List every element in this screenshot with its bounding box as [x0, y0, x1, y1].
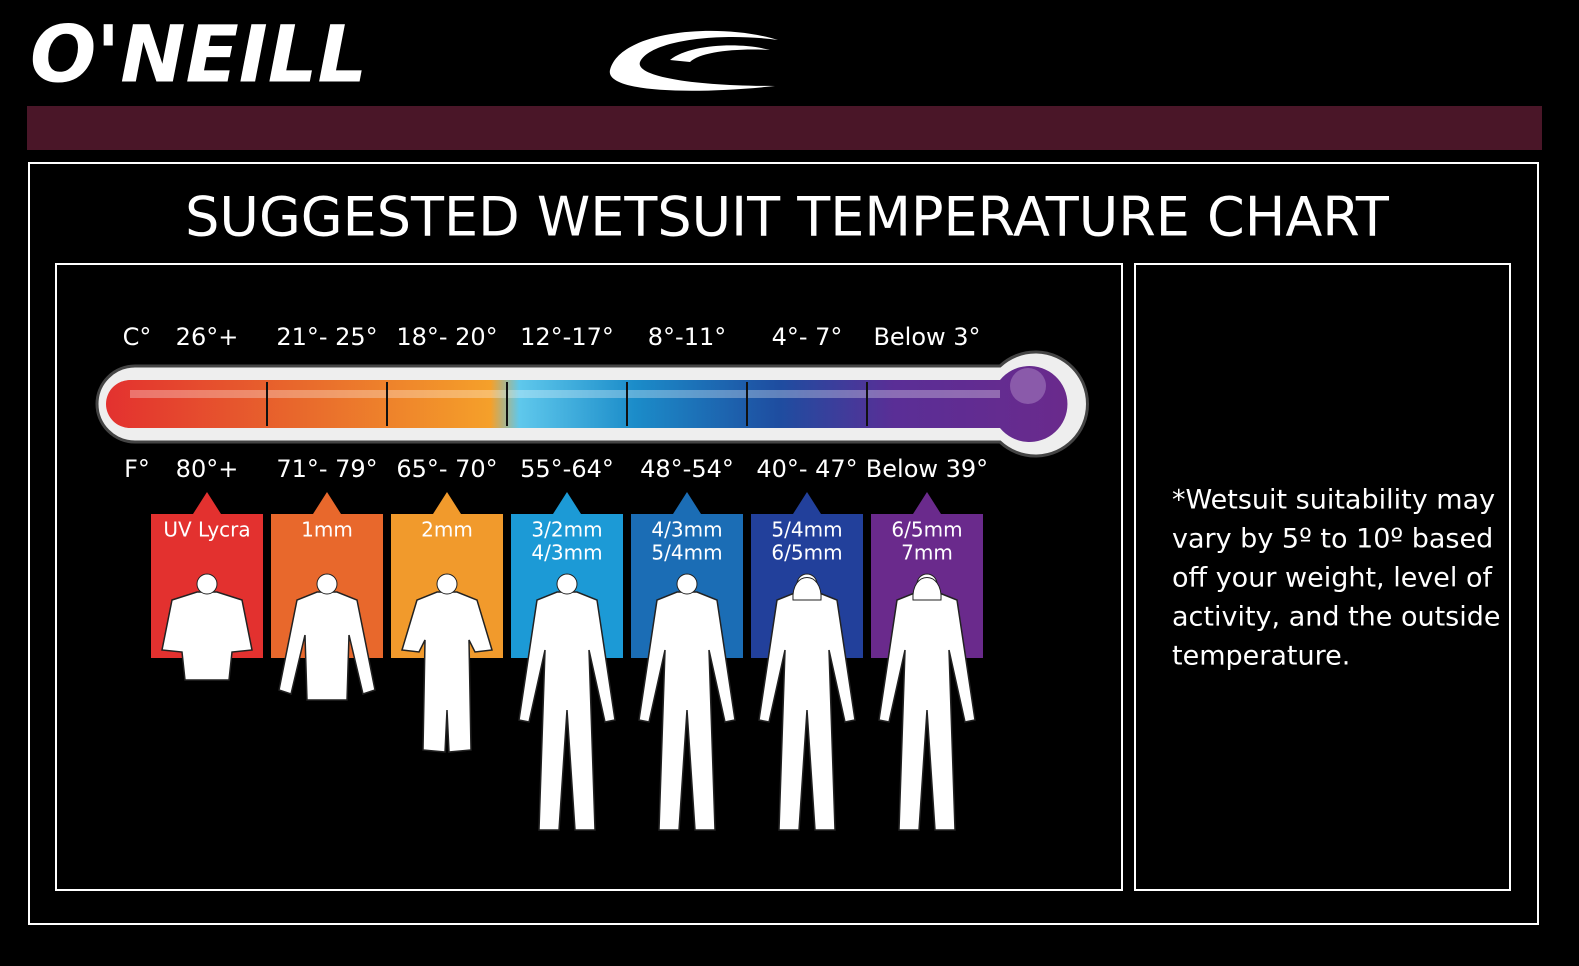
banner-bar: [27, 106, 1542, 150]
figure-head: [556, 573, 578, 595]
note-line: off your weight, level of: [1172, 563, 1494, 594]
suit-thickness: 2mm: [421, 518, 473, 542]
celsius-label: C°: [123, 323, 152, 351]
wetsuit-figure: [638, 573, 736, 831]
outer-frame: [28, 162, 1539, 925]
brand-swirl: [609, 30, 778, 91]
pointer: [553, 492, 581, 514]
suit-thickness: 3/2mm: [531, 518, 602, 542]
pointer: [793, 492, 821, 514]
wetsuit-figure: [161, 573, 253, 681]
pointer: [433, 492, 461, 514]
suit-thickness: 6/5mm: [891, 518, 962, 542]
figure-body: [758, 591, 856, 831]
chart-panel: [55, 263, 1123, 891]
celsius-range: 4°- 7°: [772, 323, 843, 351]
pointer: [673, 492, 701, 514]
pointer: [193, 492, 221, 514]
note-line: activity, and the outside: [1172, 602, 1501, 633]
wetsuit-figure: [518, 573, 616, 831]
thermometer: [95, 350, 1089, 458]
figure-body: [878, 591, 976, 831]
suit-thickness: 5/4mm: [771, 518, 842, 542]
figure-head: [676, 573, 698, 595]
fahrenheit-range: 55°-64°: [520, 455, 614, 483]
brand: O'NEILL: [30, 10, 367, 100]
wetsuit-figure: [758, 573, 856, 831]
celsius-range: 8°-11°: [648, 323, 726, 351]
figure-body: [278, 591, 376, 701]
celsius-range: 18°- 20°: [396, 323, 497, 351]
fahrenheit-range: 80°+: [176, 455, 239, 483]
figure-head: [196, 573, 218, 595]
figure-body: [518, 591, 616, 831]
suit-thickness: 5/4mm: [651, 541, 722, 565]
note-line: vary by 5º to 10º based: [1172, 524, 1493, 555]
figure-body: [638, 591, 736, 831]
fahrenheit-range: 40°- 47°: [756, 455, 857, 483]
pointer: [313, 492, 341, 514]
suit-thickness: 7mm: [901, 541, 953, 565]
celsius-range: 12°-17°: [520, 323, 614, 351]
suit-thickness: 6/5mm: [771, 541, 842, 565]
pointer: [913, 492, 941, 514]
title: SUGGESTED WETSUIT TEMPERATURE CHART: [185, 186, 1390, 249]
suit-thickness: 4/3mm: [651, 518, 722, 542]
fahrenheit-range: 65°- 70°: [396, 455, 497, 483]
celsius-range: 26°+: [176, 323, 239, 351]
suit-thickness: UV Lycra: [163, 518, 250, 542]
figure-body: [161, 591, 253, 681]
celsius-range: Below 3°: [873, 323, 980, 351]
figure-head: [316, 573, 338, 595]
note-panel: [1134, 263, 1511, 891]
fahrenheit-range: 71°- 79°: [276, 455, 377, 483]
suit-thickness: 4/3mm: [531, 541, 602, 565]
wetsuit-figure: [878, 573, 976, 831]
note: *Wetsuit suitability may vary by 5º to 10…: [1172, 485, 1501, 672]
figure-head: [436, 573, 458, 595]
figure-hood: [912, 577, 942, 601]
note-line: temperature.: [1172, 641, 1350, 672]
celsius-range: 21°- 25°: [276, 323, 377, 351]
wetsuit-figure: [401, 573, 493, 753]
note-line: *Wetsuit suitability may: [1172, 485, 1495, 516]
fahrenheit-range: 48°-54°: [640, 455, 734, 483]
figure-body: [401, 591, 493, 753]
figure-hood: [792, 577, 822, 601]
wetsuit-figure: [278, 573, 376, 701]
fahrenheit-label: F°: [124, 455, 150, 483]
fahrenheit-range: Below 39°: [866, 455, 988, 483]
suit-thickness: 1mm: [301, 518, 353, 542]
